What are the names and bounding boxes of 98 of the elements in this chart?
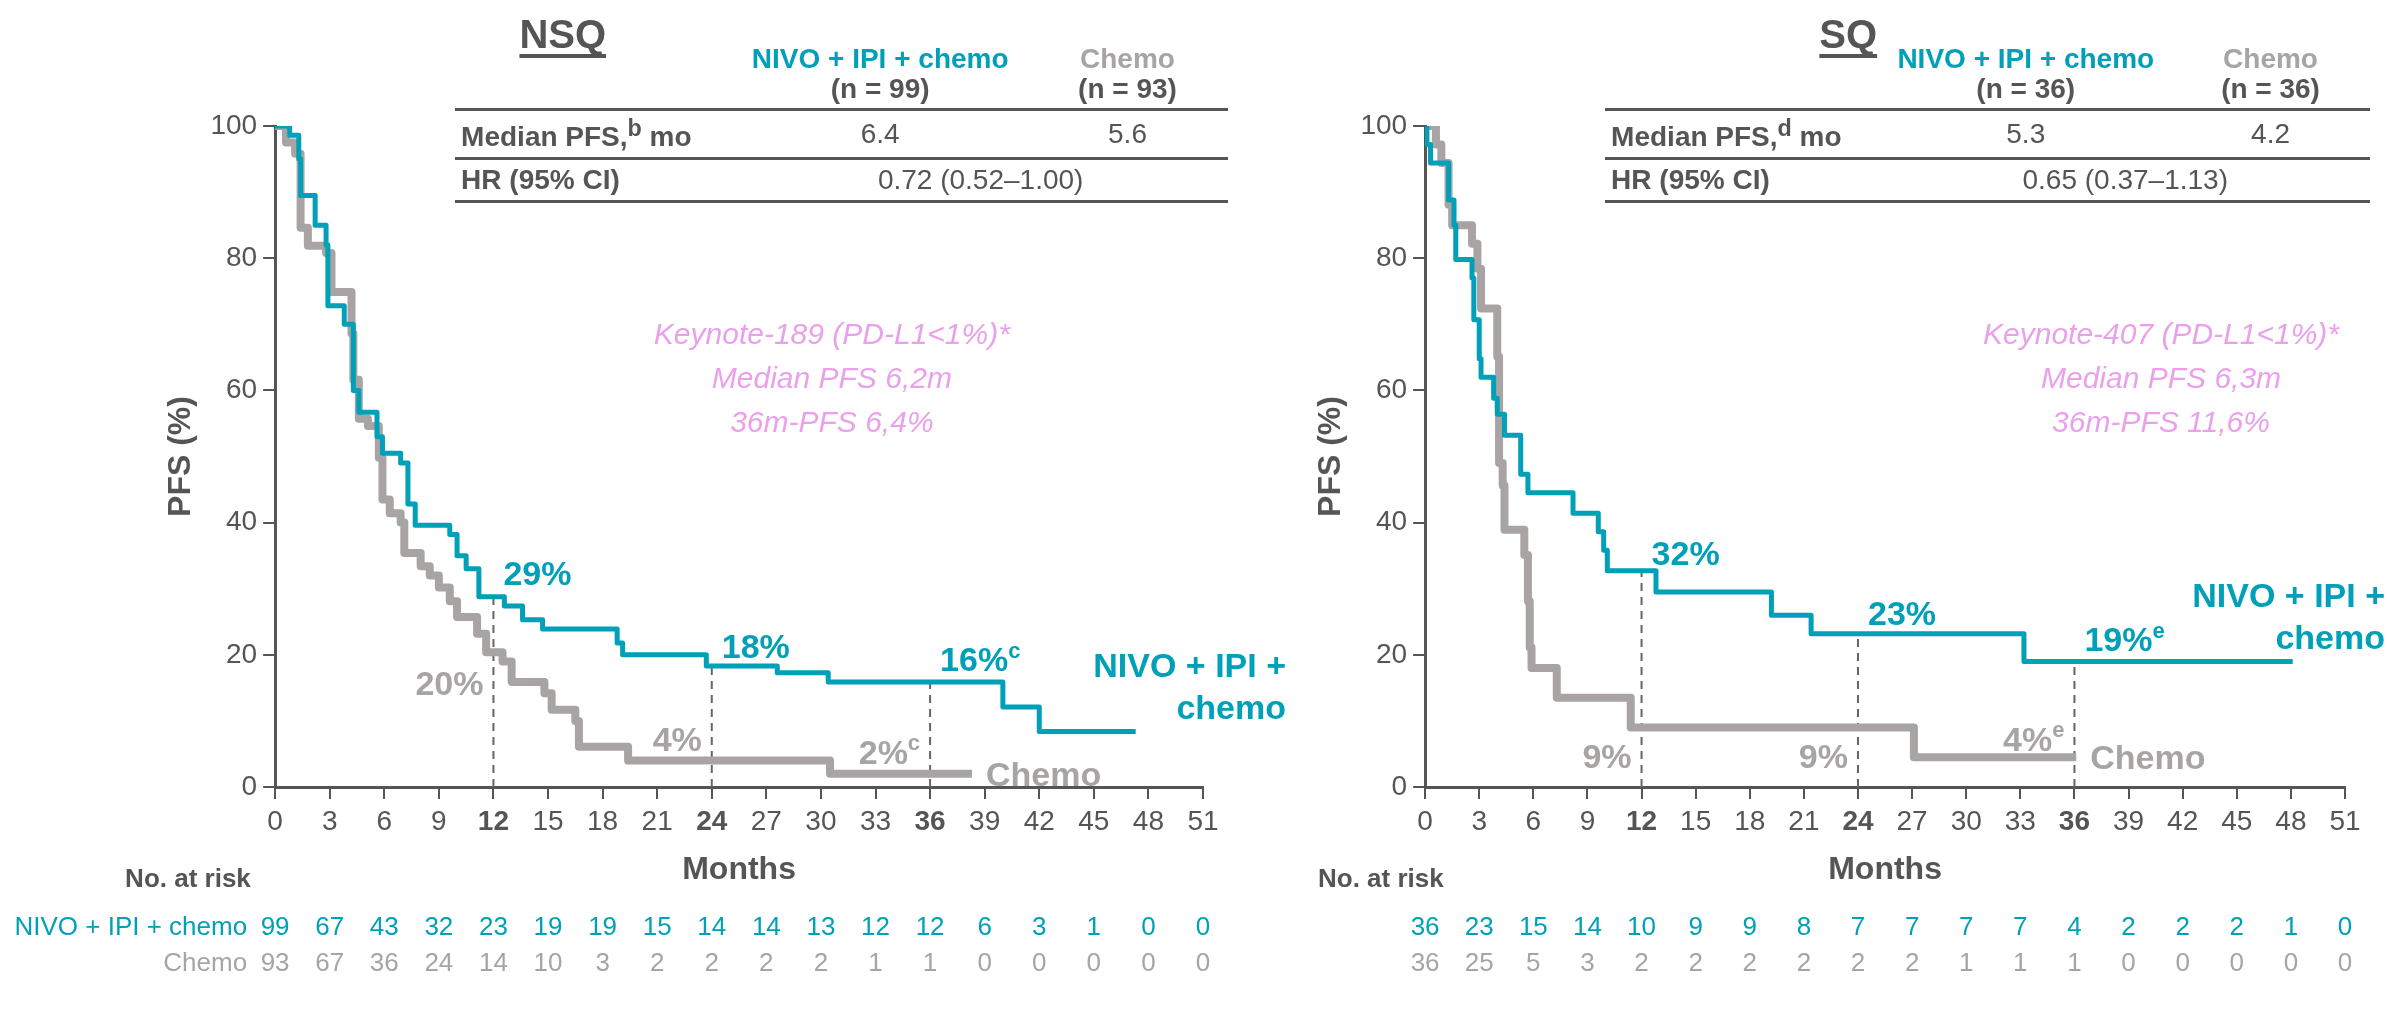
annotation: 5.6 bbox=[1107, 117, 1148, 152]
y-tick-label: 60 bbox=[225, 373, 258, 405]
y-tick-label: 0 bbox=[241, 769, 258, 801]
x-tick-label: 48 bbox=[2275, 804, 2307, 836]
text: NIVO + IPI + chemo bbox=[751, 43, 1009, 74]
x-tick-label: 39 bbox=[2112, 804, 2145, 836]
x-tick-label: 30 bbox=[805, 804, 837, 836]
text: 93 67 36 24 14 10 3 2 2 2 2 1 1 0 0 0 0 0 bbox=[260, 947, 1211, 977]
x-tick-label: 3 bbox=[1471, 804, 1488, 836]
x-tick-label: 33 bbox=[859, 804, 892, 836]
annotation: 4% bbox=[652, 719, 702, 758]
text: (n = 36) bbox=[2221, 73, 2320, 104]
x-tick-label: 18 bbox=[587, 804, 619, 836]
annotation: Median PFS 6,3m bbox=[2040, 361, 2282, 395]
x-tick-label: 27 bbox=[750, 804, 782, 836]
x-tick-label: 9 bbox=[1579, 804, 1596, 836]
y-axis-title: PFS (%) bbox=[161, 396, 198, 517]
series-label: NIVO + IPI + chemo bbox=[1093, 646, 1287, 727]
annotation: 9% bbox=[1798, 736, 1848, 775]
chart-title: SQ bbox=[1819, 12, 1878, 56]
y-tick-label: 20 bbox=[225, 637, 258, 669]
x-tick-label: 9 bbox=[431, 804, 447, 836]
annotation: Median PFS,$^{d}$ mo bbox=[1610, 114, 1843, 155]
text: (n = 93) bbox=[1078, 73, 1177, 104]
x-tick-label: 0 bbox=[1417, 804, 1433, 836]
x-tick-label: 48 bbox=[1132, 804, 1164, 836]
y-tick-label: 80 bbox=[225, 240, 258, 272]
x-tick-label: 36 bbox=[2058, 804, 2091, 836]
text: (n = 36) bbox=[1976, 73, 2076, 104]
text: No. at risk bbox=[125, 863, 252, 893]
x-tick-label: 15 bbox=[532, 804, 564, 836]
series-label: NIVO + IPI + chemo bbox=[2192, 576, 2386, 657]
x-tick-label: 42 bbox=[2167, 804, 2199, 836]
x-axis-title: Months bbox=[1828, 849, 1942, 886]
x-tick-label: 33 bbox=[2004, 804, 2036, 836]
text: 36 25 5 3 2 2 2 2 2 2 1 1 1 0 0 0 0 0 bbox=[1410, 947, 2353, 977]
y-tick-label: 20 bbox=[1375, 637, 1408, 669]
x-tick-label: 42 bbox=[1023, 804, 1055, 836]
y-tick-label: 100 bbox=[1360, 108, 1408, 140]
x-tick-label: 51 bbox=[1187, 804, 1219, 836]
y-tick-label: 100 bbox=[210, 108, 258, 140]
text: 99 67 43 32 23 19 19 15 14 14 13 12 12 6 3 1 0 0 bbox=[260, 911, 1211, 941]
x-tick-label: 6 bbox=[1525, 804, 1542, 836]
annotation: 29% bbox=[503, 554, 572, 593]
y-tick-label: 60 bbox=[1375, 373, 1408, 405]
series-label: Chemo bbox=[985, 754, 1102, 793]
x-tick-label: 21 bbox=[641, 804, 673, 836]
text: NIVO + IPI + chemo bbox=[1897, 43, 2155, 74]
x-axis-title: Months bbox=[682, 849, 796, 886]
x-tick-label: 6 bbox=[376, 804, 393, 836]
y-tick-label: 40 bbox=[225, 505, 258, 537]
annotation: 5.3 bbox=[2005, 117, 2047, 152]
x-tick-label: 3 bbox=[321, 804, 338, 836]
annotation: 32% bbox=[1651, 534, 1720, 573]
y-tick-label: 80 bbox=[1375, 240, 1408, 272]
x-tick-label: 24 bbox=[1842, 804, 1874, 836]
x-tick-label: 51 bbox=[2329, 804, 2361, 836]
annotation: 18% bbox=[721, 627, 790, 666]
x-tick-label: 45 bbox=[1078, 804, 1110, 836]
x-tick-label: 21 bbox=[1788, 804, 1820, 836]
y-tick-label: 40 bbox=[1375, 505, 1408, 537]
x-tick-label: 0 bbox=[267, 804, 283, 836]
annotation: 36m-PFS 11,6% bbox=[2052, 405, 2270, 439]
x-tick-label: 36 bbox=[914, 804, 946, 836]
annotation: 23% bbox=[1868, 593, 1937, 632]
text: Chemo bbox=[163, 947, 248, 977]
x-tick-label: 24 bbox=[696, 804, 728, 836]
text: 36 23 15 14 10 9 9 8 7 7 7 7 4 2 2 2 1 0 bbox=[1410, 911, 2353, 941]
annotation: 20% bbox=[415, 663, 484, 702]
chart-title: NSQ bbox=[519, 12, 607, 56]
annotation: 0.65 (0.37–1.13) bbox=[2021, 163, 2229, 198]
y-axis-title: PFS (%) bbox=[1311, 396, 1348, 517]
x-tick-label: 15 bbox=[1680, 804, 1712, 836]
x-tick-label: 12 bbox=[1625, 804, 1658, 836]
x-tick-label: 27 bbox=[1896, 804, 1928, 836]
series-label: Chemo bbox=[2090, 738, 2206, 777]
annotation: 9% bbox=[1582, 736, 1632, 775]
annotation: 4.2 bbox=[2250, 117, 2291, 152]
annotation: Median PFS,$^{b}$ mo bbox=[460, 114, 693, 155]
annotation: Keynote-189 (PD-L1<1%)* bbox=[653, 317, 1012, 351]
text: Chemo bbox=[1080, 43, 1175, 74]
annotation: 6.4 bbox=[859, 117, 901, 152]
annotation: HR (95% CI) bbox=[1610, 163, 1771, 198]
annotation: 36m-PFS 6,4% bbox=[730, 405, 934, 439]
text: (n = 99) bbox=[830, 73, 930, 104]
annotation: Median PFS 6,2m bbox=[711, 361, 952, 395]
text: No. at risk bbox=[1318, 863, 1445, 893]
x-tick-label: 45 bbox=[2221, 804, 2253, 836]
text: Chemo bbox=[2223, 43, 2318, 74]
annotation: HR (95% CI) bbox=[460, 163, 621, 198]
x-tick-label: 39 bbox=[969, 804, 1001, 836]
y-tick-label: 0 bbox=[1391, 769, 1408, 801]
annotation: Keynote-407 (PD-L1<1%)* bbox=[1983, 317, 2341, 351]
x-tick-label: 18 bbox=[1734, 804, 1766, 836]
text: NIVO + IPI + chemo bbox=[14, 911, 248, 941]
annotation: 0.72 (0.52–1.00) bbox=[876, 163, 1085, 198]
x-tick-label: 30 bbox=[1950, 804, 1982, 836]
x-tick-label: 12 bbox=[477, 804, 510, 836]
